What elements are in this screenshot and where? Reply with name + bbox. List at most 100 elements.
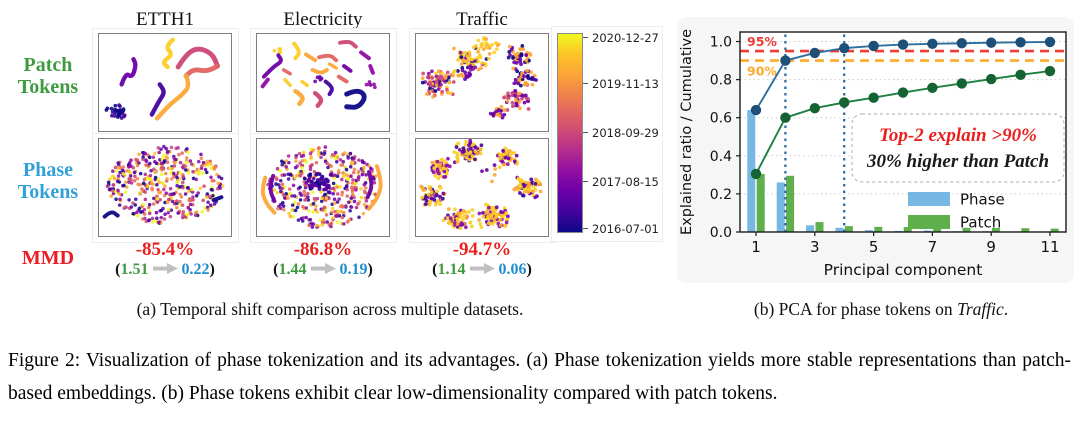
token-trajectory (154, 73, 191, 121)
mmd-percent: -86.8% (293, 239, 353, 260)
column-title-electricity: Electricity (283, 9, 363, 30)
tsne-panel-traffic-phase (415, 138, 549, 237)
legend-swatch-patch (908, 215, 950, 229)
arrow-right-icon (152, 263, 178, 274)
mmd-cell-traffic: -94.7% (1.14 0.06) (415, 240, 549, 279)
patch-bar (815, 222, 824, 232)
mmd-to-value: 0.19 (339, 261, 368, 278)
caption-a: (a) Temporal shift comparison across mul… (136, 299, 524, 319)
reference-line-label: 90% (747, 64, 777, 79)
cumulative-marker (839, 42, 850, 54)
cumulative-marker (956, 38, 967, 49)
token-trajectory (344, 88, 367, 110)
mmd-cell-electricity: -86.8% (1.44 0.19) (256, 240, 390, 279)
cumulative-marker (1015, 37, 1026, 48)
token-trajectory (293, 89, 305, 107)
token-trajectory (283, 77, 292, 88)
token-trajectory (303, 52, 318, 63)
cumulative-marker (1044, 36, 1056, 48)
scatter-points (419, 139, 543, 231)
patch-bar (756, 173, 765, 232)
token-trajectory (342, 64, 353, 73)
reference-line-label: 95% (747, 34, 777, 49)
token-trajectory (300, 79, 309, 88)
token-trajectory (366, 164, 383, 211)
y-tick-label: 0.4 (710, 149, 732, 165)
token-trajectory (338, 39, 358, 49)
row-label-patch-line2: Tokens (17, 76, 79, 99)
phase-bar (864, 230, 873, 232)
token-trajectory (317, 53, 339, 63)
mmd-from-value: 1.51 (120, 261, 149, 278)
tsne-panel-traffic-patch (415, 33, 549, 132)
token-trajectory (260, 77, 270, 89)
column-title-traffic: Traffic (456, 9, 508, 30)
legend-label-patch: Patch (960, 214, 1001, 232)
colorbar-tick-label: 2019-11-13 (592, 77, 659, 91)
token-trajectory (323, 79, 334, 97)
token-trajectory (310, 67, 329, 75)
colorbar-tick-label: 2020-12-27 (592, 31, 659, 45)
cumulative-marker (1015, 69, 1026, 81)
scatter-points (104, 37, 220, 121)
colorbar-tickmark (583, 181, 588, 182)
y-tick-label: 1.0 (710, 35, 732, 51)
cumulative-marker (868, 92, 879, 103)
column-title-etth1: ETTH1 (135, 9, 195, 30)
token-trajectory (102, 210, 120, 219)
row-label-patch-tokens: Patch Tokens (2, 54, 94, 99)
tsne-panel-etth1-patch (98, 33, 232, 132)
caption-b-suffix: . (1003, 299, 1009, 319)
scatter-points (420, 35, 538, 120)
annotation-line2: 30% higher than Patch (866, 151, 1049, 172)
cumulative-marker (986, 37, 997, 48)
caption-b: (b) PCA for phase tokens on Traffic. (716, 299, 1046, 320)
cumulative-marker (780, 112, 791, 123)
cumulative-marker (927, 82, 938, 94)
token-trajectory (149, 82, 166, 117)
cumulative-marker (897, 39, 909, 50)
colorbar-tickmark (583, 132, 588, 133)
patch-bar (991, 228, 1000, 232)
cumulative-marker (809, 47, 820, 59)
cumulative-marker (809, 102, 820, 114)
patch-bar (962, 227, 971, 232)
phase-bar (806, 225, 815, 232)
token-trajectory (260, 175, 277, 215)
paren: ) (526, 261, 532, 278)
token-trajectory (365, 170, 374, 200)
phase-bar (835, 227, 844, 232)
patch-bar (1050, 228, 1059, 232)
arrow-right-icon (469, 263, 495, 274)
cumulative-marker (897, 87, 909, 98)
token-trajectory (336, 74, 349, 84)
paren: ( (273, 261, 279, 278)
colorbar-plasma (557, 33, 583, 233)
scatter-points (260, 39, 377, 110)
scatter-points (102, 144, 225, 225)
annotation-line1: Top-2 explain >90% (879, 125, 1037, 146)
patch-bar (903, 227, 912, 232)
patch-bar (874, 226, 883, 232)
mmd-values: (1.14 0.06) (415, 261, 549, 279)
y-tick-label: 0.2 (710, 187, 732, 203)
mmd-to-value: 0.06 (498, 261, 527, 278)
cumulative-marker (927, 38, 938, 50)
cumulative-marker (750, 168, 762, 180)
tsne-panel-electricity-phase (256, 138, 390, 237)
mmd-cell-etth1: -85.4% (1.51 0.22) (98, 240, 232, 279)
y-tick-label: 0.8 (710, 73, 732, 89)
legend-swatch-phase (908, 192, 950, 206)
x-tick-label: 3 (810, 238, 820, 256)
caption-b-prefix: (b) PCA for phase tokens on (753, 299, 958, 319)
caption-b-dataset-name: Traffic (957, 299, 1004, 319)
token-trajectory (268, 173, 277, 204)
x-tick-label: 9 (986, 238, 996, 256)
row-label-patch-line1: Patch (23, 54, 73, 76)
plot-border (739, 31, 1067, 233)
paren: ) (367, 261, 373, 278)
y-tick-label: 0.6 (710, 111, 732, 127)
colorbar-tick-label: 2017-08-15 (592, 175, 659, 189)
mmd-percent: -94.7% (452, 239, 512, 260)
token-trajectory (183, 63, 220, 79)
